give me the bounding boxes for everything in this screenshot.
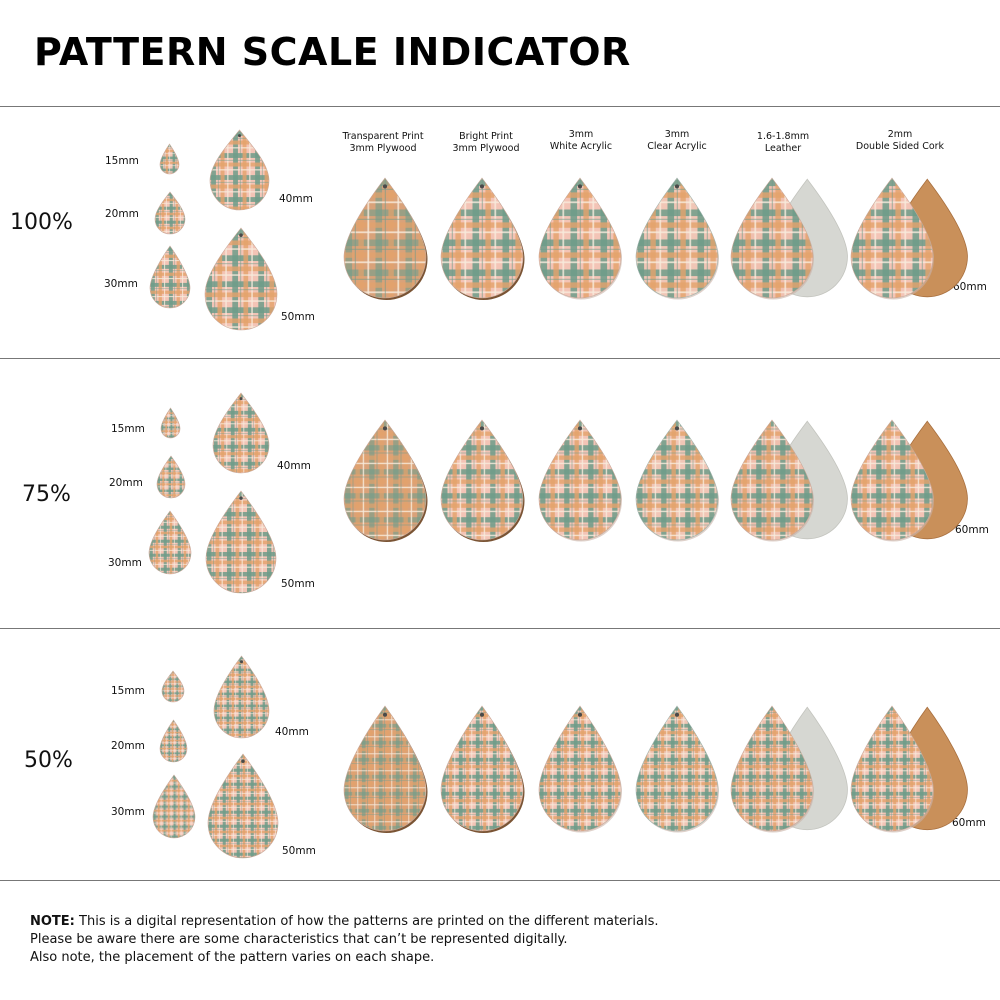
plaid-teardrop-sample — [207, 753, 282, 862]
plaid-teardrop-sample — [156, 455, 189, 502]
scale-label: 50% — [24, 748, 73, 773]
plaid-teardrop-sample — [161, 670, 188, 706]
plywood-transparent-teardrop — [343, 705, 430, 835]
size-label-40mm: 40mm — [279, 193, 313, 205]
white-acrylic-teardrop — [538, 705, 625, 835]
cork-teardrop — [850, 419, 974, 544]
divider — [0, 106, 1000, 107]
plaid-teardrop-sample — [159, 719, 191, 766]
material-label-clear-acrylic: 3mm Clear Acrylic — [647, 129, 707, 152]
white-acrylic-teardrop — [538, 177, 625, 302]
note-text: NOTE: This is a digital representation o… — [30, 913, 659, 967]
size-label-20mm: 20mm — [105, 208, 139, 220]
material-label-leather: 1.6-1.8mm Leather — [756, 131, 810, 154]
note-label: NOTE: — [30, 914, 75, 929]
divider — [0, 628, 1000, 629]
plaid-teardrop-sample — [152, 774, 199, 842]
white-acrylic-teardrop — [538, 419, 625, 544]
plaid-teardrop-sample — [204, 227, 281, 334]
plaid-teardrop-sample — [149, 245, 194, 312]
note-line-3: Also note, the placement of the pattern … — [30, 950, 435, 965]
size-label-30mm: 30mm — [104, 278, 138, 290]
size-label-60mm: 60mm — [952, 817, 986, 829]
leather-teardrop — [730, 177, 854, 302]
plaid-teardrop-sample — [160, 407, 184, 442]
size-label-60mm: 60mm — [953, 281, 987, 293]
plywood-bright-teardrop — [440, 419, 527, 544]
size-label-20mm: 20mm — [111, 740, 145, 752]
size-label-15mm: 15mm — [111, 423, 145, 435]
note-line-1: This is a digital representation of how … — [74, 914, 659, 929]
cork-teardrop — [850, 705, 974, 835]
plaid-teardrop-sample — [205, 490, 280, 597]
size-label-15mm: 15mm — [105, 155, 139, 167]
size-label-30mm: 30mm — [111, 806, 145, 818]
leather-teardrop — [730, 705, 854, 835]
size-label-40mm: 40mm — [275, 726, 309, 738]
note-line-2: Please be aware there are some character… — [30, 932, 568, 947]
plaid-teardrop-sample — [213, 655, 273, 742]
plywood-transparent-teardrop — [343, 419, 430, 544]
material-label-white-acrylic: 3mm White Acrylic — [549, 129, 613, 152]
plaid-teardrop-sample — [209, 129, 273, 214]
size-label-15mm: 15mm — [111, 685, 145, 697]
size-label-50mm: 50mm — [282, 845, 316, 857]
size-label-50mm: 50mm — [281, 578, 315, 590]
page-title: PATTERN SCALE INDICATOR — [34, 30, 631, 74]
plywood-bright-teardrop — [440, 177, 527, 302]
plaid-teardrop-sample — [154, 191, 189, 238]
material-label-cork: 2mm Double Sided Cork — [855, 129, 945, 152]
cork-teardrop — [850, 177, 974, 302]
size-label-40mm: 40mm — [277, 460, 311, 472]
divider — [0, 880, 1000, 881]
clear-acrylic-teardrop — [635, 705, 722, 835]
plaid-teardrop-sample — [148, 510, 195, 578]
divider — [0, 358, 1000, 359]
material-label-bright-plywood: Bright Print 3mm Plywood — [452, 131, 520, 154]
size-label-30mm: 30mm — [108, 557, 142, 569]
size-label-50mm: 50mm — [281, 311, 315, 323]
clear-acrylic-teardrop — [635, 419, 722, 544]
scale-label: 100% — [10, 210, 73, 235]
plaid-teardrop-sample — [159, 143, 183, 178]
plaid-teardrop-sample — [212, 392, 273, 477]
plywood-transparent-teardrop — [343, 177, 430, 302]
size-label-60mm: 60mm — [955, 524, 989, 536]
leather-teardrop — [730, 419, 854, 544]
size-label-20mm: 20mm — [109, 477, 143, 489]
plywood-bright-teardrop — [440, 705, 527, 835]
clear-acrylic-teardrop — [635, 177, 722, 302]
material-label-transparent-plywood: Transparent Print 3mm Plywood — [342, 131, 424, 154]
scale-label: 75% — [22, 482, 71, 507]
